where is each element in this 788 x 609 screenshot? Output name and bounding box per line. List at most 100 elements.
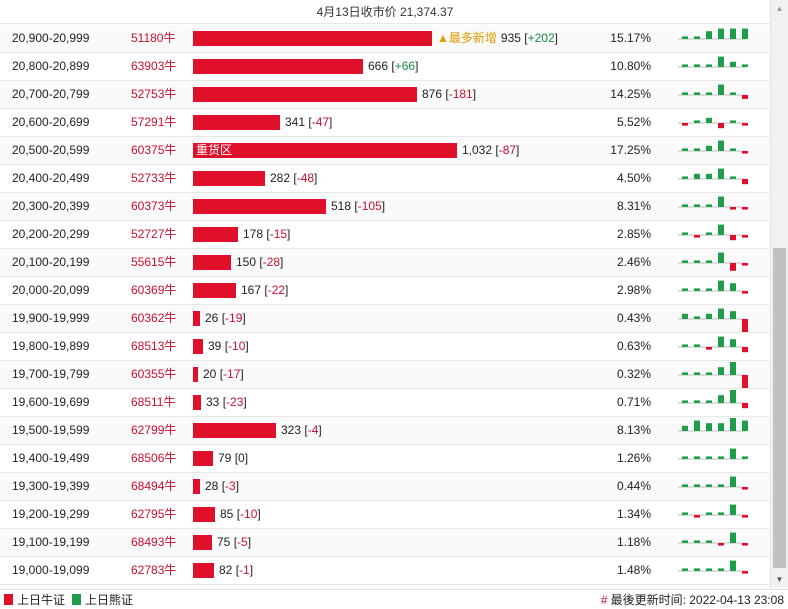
warrant-code-link[interactable]: 68494牛 [131,479,177,493]
table-row[interactable]: 19,200-19,299 62795牛 85 [-10] 1.34% [0,501,770,529]
warrant-code-link[interactable]: 52727牛 [131,227,177,241]
sparkline-bar [694,173,700,179]
table-row[interactable]: 19,400-19,499 68506牛 79 [0] 1.26% [0,445,770,473]
sparkline-bar [694,288,700,291]
warrant-code-link[interactable]: 55615牛 [131,255,177,269]
quantity-bar [193,59,363,74]
warrant-code-link[interactable]: 62783牛 [131,563,177,577]
vertical-scrollbar[interactable]: ▲ ▼ [770,0,788,588]
sparkline-bar [718,123,724,129]
quantity-count: 28 [205,479,219,493]
share-percent: 14.25% [610,87,651,101]
warrant-code-link[interactable]: 51180牛 [131,31,176,45]
quantity-values: 28 [-3] [205,479,240,493]
warrant-code-link[interactable]: 60355牛 [131,367,177,381]
sparkline-bar [742,347,748,353]
warrant-code-link[interactable]: 68493牛 [131,535,177,549]
table-row[interactable]: 20,000-20,099 60369牛 167 [-22] 2.98% [0,277,770,305]
trend-sparkline [678,336,748,353]
table-row[interactable]: 19,300-19,399 68494牛 28 [-3] 0.44% [0,473,770,501]
warrant-code-link[interactable]: 57291牛 [131,115,177,129]
scroll-down-arrow-icon[interactable]: ▼ [775,575,784,584]
table-row[interactable]: 20,100-20,199 55615牛 150 [-28] 2.46% [0,249,770,277]
quantity-bar [193,479,200,494]
table-row[interactable]: 20,900-20,999 51180牛 ▲最多新增 935 [+202] 15.17% [0,25,770,53]
sparkline-bar [706,568,712,571]
price-range: 20,900-20,999 [12,31,90,45]
distribution-table: 20,900-20,999 51180牛 ▲最多新增 935 [+202] 15.17%… [0,25,770,585]
warrant-code-link[interactable]: 60373牛 [131,199,177,213]
price-range: 20,200-20,299 [12,227,90,241]
sparkline-bar [742,151,748,154]
table-row[interactable]: 20,400-20,499 52733牛 282 [-48] 4.50% [0,165,770,193]
sparkline-bar [706,372,712,375]
sparkline-bar [730,311,736,319]
sparkline-bar [706,117,712,123]
table-row[interactable]: 20,200-20,299 52727牛 178 [-15] 2.85% [0,221,770,249]
sparkline-bar [730,418,736,431]
warrant-code-link[interactable]: 68513牛 [131,339,177,353]
scroll-up-arrow-icon[interactable]: ▲ [775,4,784,13]
sparkline-bar [730,235,736,241]
legend-bear: 上日熊证 [72,593,133,607]
warrant-code-link[interactable]: 62795牛 [131,507,177,521]
legend-footer: 上日牛证 上日熊证 # 最後更新时间: 2022-04-13 23:08 [0,589,788,609]
table-row[interactable]: 19,700-19,799 60355牛 20 [-17] 0.32% [0,361,770,389]
warrant-code-link[interactable]: 68511牛 [131,395,176,409]
quantity-bar [193,367,198,382]
sparkline-bar [706,540,712,543]
sparkline-bar [742,487,748,490]
price-range: 19,000-19,099 [12,563,90,577]
share-percent: 17.25% [610,143,651,157]
sparkline-bar [694,64,700,67]
quantity-count: 150 [236,255,257,269]
table-row[interactable]: 19,000-19,099 62783牛 82 [-1] 1.48% [0,557,770,585]
warrant-code-link[interactable]: 60369牛 [131,283,177,297]
last-updated: # 最後更新时间: 2022-04-13 23:08 [601,593,784,607]
trend-sparkline [678,196,748,210]
warrant-code-link[interactable]: 60362牛 [131,311,177,325]
table-row[interactable]: 20,700-20,799 52753牛 876 [-181] 14.25% [0,81,770,109]
quantity-count: 75 [217,535,231,549]
sparkline-bar [682,176,688,179]
table-row[interactable]: 19,100-19,199 68493牛 75 [-5] 1.18% [0,529,770,557]
warrant-code-link[interactable]: 52753牛 [131,87,177,101]
quantity-values: 666 [+66] [368,59,419,73]
sparkline-bar [706,173,712,179]
sparkline-bar [682,400,688,403]
trend-sparkline [678,476,748,490]
table-row[interactable]: 19,500-19,599 62799牛 323 [-4] 8.13% [0,417,770,445]
quantity-count: 341 [285,115,306,129]
trend-sparkline [678,84,748,99]
quantity-change: 0 [238,451,245,465]
sparkline-bar [730,476,736,487]
quantity-bar [193,227,238,242]
table-row[interactable]: 19,800-19,899 68513牛 39 [-10] 0.63% [0,333,770,361]
table-row[interactable]: 20,800-20,899 63903牛 666 [+66] 10.80% [0,53,770,81]
table-row[interactable]: 20,600-20,699 57291牛 341 [-47] 5.52% [0,109,770,137]
warrant-code-link[interactable]: 52733牛 [131,171,177,185]
sparkline-bar [694,372,700,375]
sparkline-bar [718,140,724,151]
sparkline-bar [742,64,748,67]
sparkline-bar [730,92,736,95]
table-row[interactable]: 20,300-20,399 60373牛 518 [-105] 8.31% [0,193,770,221]
warrant-code-link[interactable]: 68506牛 [131,451,177,465]
table-row[interactable]: 19,600-19,699 68511牛 33 [-23] 0.71% [0,389,770,417]
warrant-code-link[interactable]: 60375牛 [131,143,177,157]
price-range: 20,700-20,799 [12,87,90,101]
warrant-code-link[interactable]: 62799牛 [131,423,177,437]
price-range: 19,500-19,599 [12,423,90,437]
scrollbar-thumb[interactable] [773,248,786,568]
warrant-code-link[interactable]: 63903牛 [131,59,177,73]
table-row[interactable]: 19,900-19,999 60362牛 26 [-19] 0.43% [0,305,770,333]
sparkline-bar [718,543,724,546]
quantity-values: 876 [-181] [422,87,477,101]
share-percent: 2.46% [616,255,651,269]
quantity-change: -47 [311,115,330,129]
price-range: 20,400-20,499 [12,171,90,185]
table-row[interactable]: 20,500-20,599 60375牛 重货区 1,032 [-87] 17.25% [0,137,770,165]
quantity-values: 26 [-19] [205,311,246,325]
quantity-change: +202 [527,31,555,45]
share-percent: 8.13% [616,423,651,437]
